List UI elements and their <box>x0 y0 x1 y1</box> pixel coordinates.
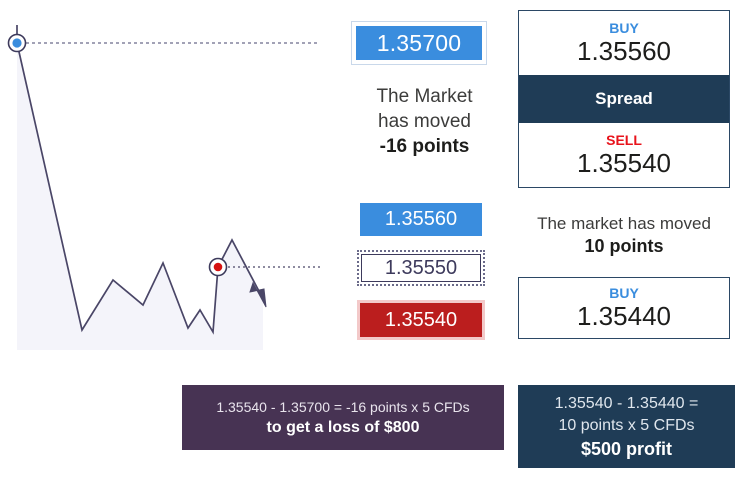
sell-price-value: 1.35540 <box>384 308 458 331</box>
loss-calculation: 1.35540 - 1.35700 = -16 points x 5 CFDs <box>216 398 470 415</box>
profit-calculation-line2: 10 points x 5 CFDs <box>558 416 695 434</box>
quote-sell-price: 1.35540 <box>577 148 671 178</box>
loss-summary-banner: 1.35540 - 1.35700 = -16 points x 5 CFDs … <box>182 385 504 450</box>
profit-result: $500 profit <box>580 438 673 459</box>
price-chart <box>0 0 320 370</box>
mid-price-value: 1.35550 <box>384 256 458 279</box>
profit-calculation-line1: 1.35540 - 1.35440 = <box>554 394 699 412</box>
market-moved-line2: has moved <box>378 111 471 132</box>
mid-price-callout: 1.35550 <box>357 250 485 286</box>
second-buy-label: BUY <box>609 285 639 301</box>
open-marker-dot <box>12 38 22 48</box>
second-buy-quote-box[interactable]: BUY 1.35440 <box>518 277 730 339</box>
chart-area-fill <box>17 43 263 350</box>
quote-spread-cell: Spread <box>519 75 729 123</box>
open-price-value: 1.35700 <box>376 29 462 56</box>
profit-summary-banner: 1.35540 - 1.35440 = 10 points x 5 CFDs $… <box>518 385 735 468</box>
quote-sell-cell[interactable]: SELL 1.35540 <box>519 123 729 187</box>
buy-price-callout: 1.35560 <box>360 203 482 236</box>
right-moved-points: 10 points <box>584 236 664 256</box>
quote-panel: BUY 1.35560 Spread SELL 1.35540 <box>518 10 730 188</box>
sell-price-inner: 1.35540 <box>360 303 482 337</box>
quote-buy-price: 1.35560 <box>577 36 671 66</box>
market-moved-callout: The Market has moved -16 points <box>352 84 497 159</box>
buy-price-value: 1.35560 <box>384 208 458 230</box>
sell-price-callout: 1.35540 <box>357 300 485 340</box>
quote-buy-cell[interactable]: BUY 1.35560 <box>519 11 729 75</box>
quote-spread-label: Spread <box>595 89 653 108</box>
chart-arrow-head <box>249 281 267 308</box>
market-moved-line1: The Market <box>376 86 473 107</box>
second-buy-price: 1.35440 <box>577 301 671 331</box>
right-moved-text: The market has moved <box>537 214 711 233</box>
quote-buy-label: BUY <box>609 20 639 36</box>
right-market-moved-callout: The market has moved 10 points <box>518 212 730 258</box>
chart-svg <box>7 25 320 350</box>
mid-price-inner: 1.35550 <box>361 254 481 282</box>
open-price-callout: 1.35700 <box>351 21 487 65</box>
market-moved-points: -16 points <box>379 136 470 157</box>
quote-sell-label: SELL <box>606 132 642 148</box>
close-marker-dot <box>213 262 223 272</box>
loss-result: to get a loss of $800 <box>266 418 420 436</box>
